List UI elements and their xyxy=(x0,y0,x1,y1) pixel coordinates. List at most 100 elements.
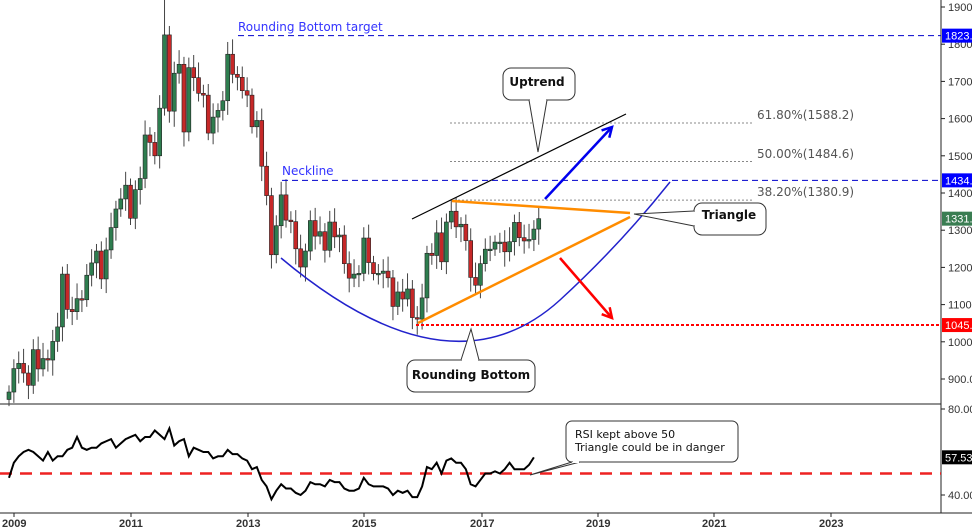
bear-candle xyxy=(414,317,420,320)
price-tag-label: 1045. xyxy=(945,320,972,332)
bull-candle xyxy=(133,189,138,219)
price-tick-label: 900.0 xyxy=(948,374,972,386)
bull-candle xyxy=(458,223,464,228)
rsi-current-tag-label: 57.53 xyxy=(945,452,972,464)
bull-candle xyxy=(448,210,454,223)
bull-candle xyxy=(337,234,342,238)
bear-candle xyxy=(35,349,41,370)
bear-candle xyxy=(453,210,459,228)
rounding-bottom-callout-text: Rounding Bottom xyxy=(411,368,531,382)
bear-candle xyxy=(99,250,104,280)
price-tag xyxy=(942,28,972,43)
triangle-lower-line xyxy=(417,215,631,325)
bear-candle xyxy=(69,309,75,312)
price-axis: 1900.1800.1700.1600.1500.1400.1300.1200.… xyxy=(0,0,972,514)
bull-candle xyxy=(317,231,323,237)
fib-500-label: 50.00%(1484.6) xyxy=(757,147,855,161)
bear-candle xyxy=(502,241,508,253)
bull-candle xyxy=(157,107,162,157)
price-tick-label: 1600. xyxy=(948,114,972,126)
bull-candle xyxy=(303,250,308,268)
bear-candle xyxy=(181,63,187,133)
bull-candle xyxy=(113,208,119,228)
rsi-note-pointer xyxy=(529,461,581,476)
arrow-up-icon xyxy=(544,126,613,200)
arrow-down-icon-head xyxy=(601,306,614,320)
bull-candle xyxy=(11,368,17,393)
bear-candle xyxy=(259,120,265,167)
bull-candle xyxy=(215,110,221,118)
chart-overlays xyxy=(238,35,941,393)
bull-candle xyxy=(220,100,226,111)
bull-candle xyxy=(118,198,124,210)
bear-candle xyxy=(322,231,328,251)
bull-candle xyxy=(16,363,22,369)
bull-candle xyxy=(478,263,483,286)
bull-candle xyxy=(108,227,114,251)
bull-candle xyxy=(356,273,362,276)
bull-candle xyxy=(74,298,80,312)
bull-candle xyxy=(94,250,99,264)
fib-618-label: 61.80%(1588.2) xyxy=(757,108,855,122)
price-tag-label: 1331. xyxy=(945,214,972,226)
bear-candle xyxy=(147,134,153,143)
bull-candle xyxy=(512,222,517,243)
year-tick-label: 2021 xyxy=(702,518,726,529)
bear-candle xyxy=(463,223,469,241)
price-tick-label: 1700. xyxy=(948,76,972,88)
bear-candle xyxy=(235,74,240,78)
bear-candle xyxy=(366,237,371,263)
year-tick-label: 2013 xyxy=(236,518,260,529)
bear-candle xyxy=(128,184,133,219)
bull-candle xyxy=(103,249,109,280)
bear-candle xyxy=(332,221,337,238)
year-tick-label: 2019 xyxy=(586,518,610,529)
rsi-line xyxy=(8,425,535,502)
bear-candle xyxy=(21,363,26,374)
fib-382-label: 38.20%(1380.9) xyxy=(757,185,855,199)
price-tag xyxy=(942,318,972,333)
bear-candle xyxy=(293,221,299,250)
bull-candle xyxy=(254,120,260,128)
bull-candle xyxy=(380,270,386,274)
bull-candle xyxy=(137,178,143,190)
price-tick-label: 1500. xyxy=(948,151,972,163)
price-tick-label: 1100. xyxy=(948,300,972,312)
bear-candle xyxy=(269,195,274,256)
bull-candle xyxy=(142,134,148,179)
bull-candle xyxy=(424,252,430,299)
price-tag-label: 1823. xyxy=(945,31,972,43)
bull-candle xyxy=(419,297,425,320)
arrow-up-icon-head xyxy=(601,125,614,138)
bull-candle xyxy=(30,349,36,386)
bear-candle xyxy=(473,277,478,286)
bull-candle xyxy=(482,248,488,264)
year-tick-label: 2015 xyxy=(352,518,376,529)
bull-candle xyxy=(273,225,279,256)
rsi-note-line-2: Triangle could be in danger xyxy=(575,441,725,454)
bull-candle xyxy=(444,221,449,263)
uptrend-callout-pointer xyxy=(528,99,548,153)
rsi-note-line-1: RSI kept above 50 xyxy=(575,428,676,441)
bull-candle xyxy=(327,221,333,251)
bear-candle xyxy=(26,372,31,386)
bear-candle xyxy=(205,94,211,134)
bull-candle xyxy=(55,326,60,342)
price-tick-label: 1900. xyxy=(948,2,972,14)
bull-candle xyxy=(40,358,46,370)
bear-candle xyxy=(429,252,435,256)
bull-candle xyxy=(278,194,284,227)
bear-candle xyxy=(201,93,206,96)
rsi-panel: 80.00 40.00 xyxy=(0,404,972,502)
bear-candle xyxy=(342,234,347,264)
bull-candle xyxy=(171,72,177,112)
bull-candle xyxy=(308,220,313,252)
rsi-note-callout xyxy=(565,420,739,463)
bear-candle xyxy=(312,220,318,237)
bear-candle xyxy=(371,262,376,275)
bull-candle xyxy=(162,34,167,109)
price-tags: 1823. 1434. 1331. 1045. 57.53 xyxy=(942,28,972,465)
year-tick-label: 2009 xyxy=(2,518,26,529)
